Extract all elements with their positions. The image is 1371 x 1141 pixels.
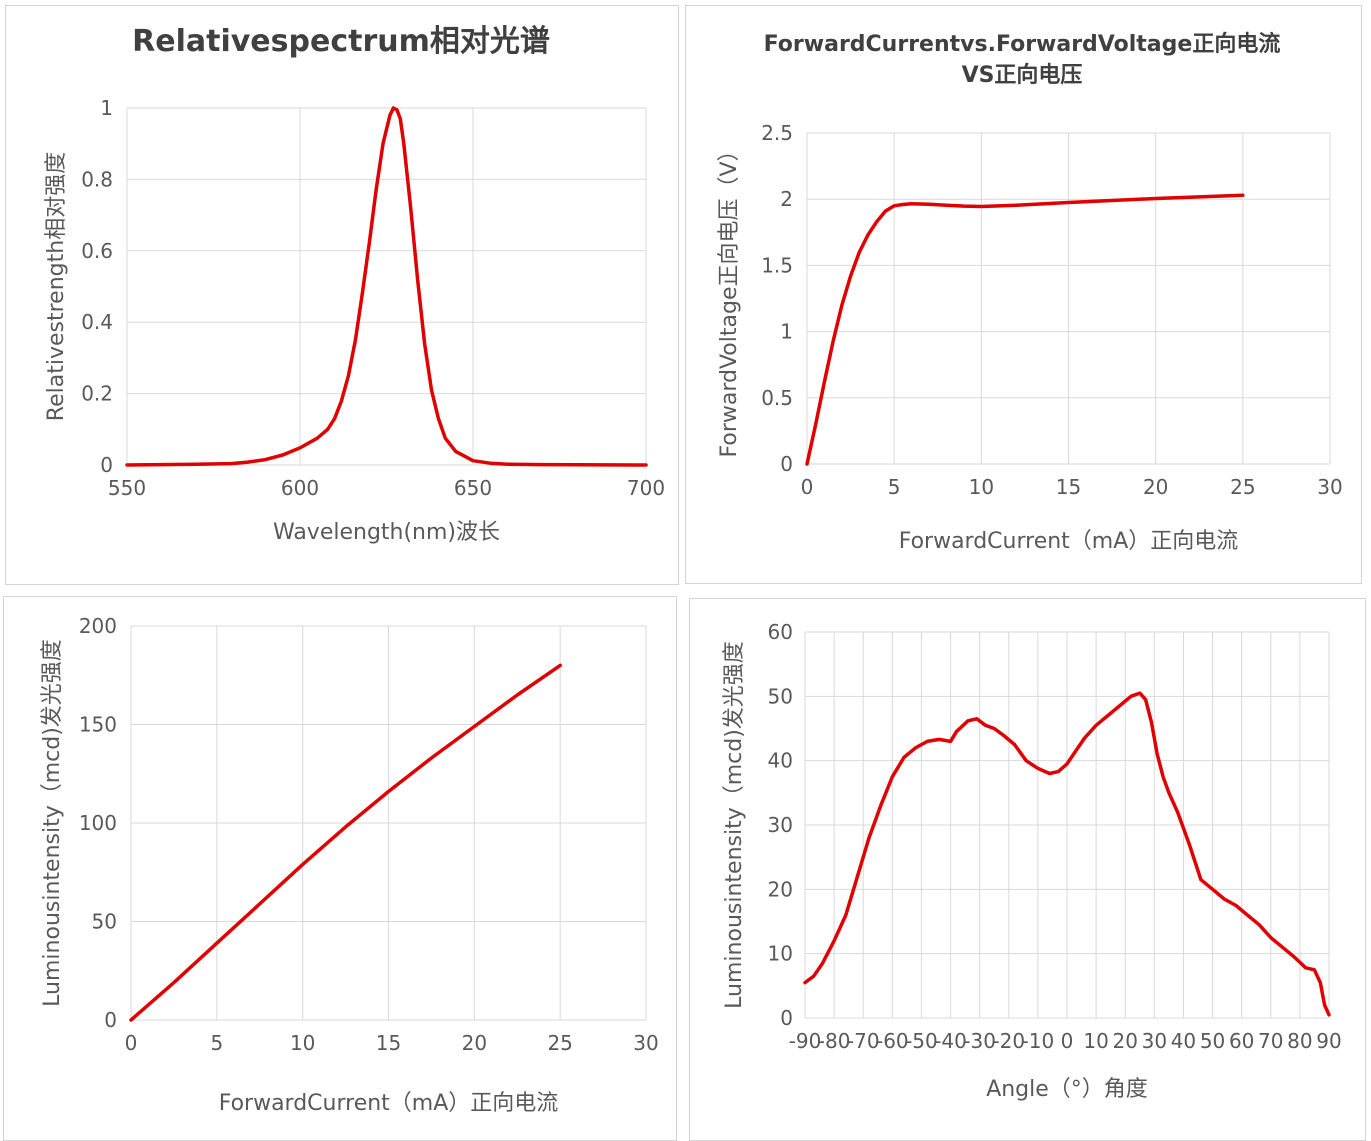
x-tick-label: 10 [289, 1031, 314, 1055]
chart-title: Relativespectrum相对光谱 [132, 24, 550, 59]
x-tick-label: -70 [846, 1029, 879, 1053]
x-tick-label: 30 [1317, 475, 1342, 499]
x-tick-label: 5 [887, 475, 900, 499]
x-tick-label: 5 [210, 1031, 223, 1055]
grid-lines [130, 625, 646, 1020]
x-tick-label: -50 [905, 1029, 938, 1053]
series-line [124, 105, 648, 467]
y-tick-label: 2 [780, 187, 793, 211]
y-tick-label: 10 [767, 941, 792, 965]
y-tick-label: 0.2 [81, 381, 113, 405]
y-tick-label: 1 [780, 319, 793, 343]
y-axis-label: Relativestrength相对强度 [44, 151, 69, 420]
voltage-chart-panel: ForwardCurrentvs.ForwardVoltage正向电流 VS正向电… [685, 5, 1362, 584]
x-tick-label: -10 [1021, 1029, 1054, 1053]
y-tick-label: 0 [780, 452, 793, 476]
x-tick-label: 15 [1055, 475, 1080, 499]
x-tick-label: -30 [963, 1029, 996, 1053]
x-tick-label: 10 [1083, 1029, 1108, 1053]
y-tick-label: 0.6 [81, 238, 113, 262]
y-tick-label: 0.5 [761, 385, 793, 409]
chart-title: ForwardCurrentvs.ForwardVoltage正向电流 [763, 31, 1280, 57]
x-tick-label: -80 [817, 1029, 850, 1053]
x-tick-label: 10 [968, 475, 993, 499]
y-axis-label: Luminousintensity（mcd)发光强度 [722, 641, 747, 1009]
series-line [802, 690, 1331, 1017]
spectrum-chart-panel: Relativespectrum相对光谱 550 600 650 700 0 0.2 0.4 0… [5, 5, 679, 585]
angle-chart: -90-80-70-60-50-40-30-20-10 0 10 20 30 40 50 60… [722, 620, 1342, 1102]
x-tick-label: 30 [1141, 1029, 1166, 1053]
y-axis-label: Luminousintensity（mcd)发光强度 [40, 639, 65, 1007]
y-tick-label: 150 [78, 712, 116, 736]
x-axis-label: ForwardCurrent（mA）正向电流 [898, 529, 1238, 554]
voltage-chart: ForwardCurrentvs.ForwardVoltage正向电流 VS正向电… [717, 31, 1343, 554]
y-tick-label: 0 [100, 453, 113, 477]
x-tick-label: -40 [934, 1029, 967, 1053]
x-tick-label: 30 [633, 1031, 658, 1055]
x-tick-label: 600 [280, 476, 318, 500]
y-tick-label: 50 [767, 684, 792, 708]
x-tick-label: -20 [992, 1029, 1025, 1053]
y-tick-label: 100 [78, 811, 116, 835]
y-axis-label: ForwardVoltage正向电压（V） [717, 139, 742, 457]
x-axis-label: Angle（°）角度 [986, 1077, 1148, 1102]
series-line [128, 663, 562, 1022]
x-tick-label: 40 [1170, 1029, 1195, 1053]
x-axis-label: Wavelength(nm)波长 [272, 520, 499, 545]
x-tick-label: 20 [461, 1031, 486, 1055]
series-line [804, 192, 1245, 466]
x-tick-label: 25 [1230, 475, 1255, 499]
x-tick-label: 20 [1142, 475, 1167, 499]
angle-chart-panel: -90 -80 -70 -60 -50 -40 -30 -20 -10 0 10 20 30 40 50 60… [689, 598, 1366, 1141]
y-tick-label: 1 [100, 96, 113, 120]
x-tick-label: 60 [1228, 1029, 1253, 1053]
x-tick-label: 700 [626, 476, 664, 500]
intensity-current-chart-panel: 0 5 10 15 20 25 30 0 50 100 150 200 ForwardCurrent（m… [3, 596, 677, 1141]
x-tick-label: 80 [1287, 1029, 1312, 1053]
y-tick-label: 0 [780, 1006, 793, 1030]
y-tick-label: 0.8 [81, 167, 113, 191]
y-tick-label: 0.4 [81, 310, 113, 334]
x-tick-label: 15 [375, 1031, 400, 1055]
x-tick-label: 0 [800, 475, 813, 499]
spectrum-chart: Relativespectrum相对光谱 550 600 650 700 0 0.2 0.4 0… [44, 24, 665, 545]
x-tick-label: 90 [1316, 1029, 1341, 1053]
chart-title: VS正向电压 [961, 62, 1082, 88]
x-tick-label: 650 [453, 476, 491, 500]
x-tick-label: 0 [124, 1031, 137, 1055]
x-axis-label: ForwardCurrent（mA）正向电流 [218, 1091, 558, 1116]
y-tick-label: 50 [91, 909, 116, 933]
grid-lines [804, 631, 1329, 1018]
y-tick-label: 2.5 [761, 121, 793, 145]
y-tick-label: 60 [767, 620, 792, 644]
x-tick-label: 70 [1258, 1029, 1283, 1053]
x-tick-label: 550 [107, 476, 145, 500]
grid-lines [126, 107, 646, 465]
x-tick-label: -90 [788, 1029, 821, 1053]
y-tick-label: 0 [104, 1008, 117, 1032]
x-tick-label: 25 [547, 1031, 572, 1055]
y-tick-label: 30 [767, 813, 792, 837]
y-tick-label: 20 [767, 877, 792, 901]
y-tick-label: 200 [78, 614, 116, 638]
x-tick-label: -60 [875, 1029, 908, 1053]
y-tick-label: 1.5 [761, 253, 793, 277]
y-tick-label: 40 [767, 748, 792, 772]
grid-lines [806, 132, 1330, 464]
x-tick-label: 20 [1112, 1029, 1137, 1053]
intensity-current-chart: 0 5 10 15 20 25 30 0 50 100 150 200 ForwardCurrent（m… [40, 614, 659, 1116]
x-tick-label: 50 [1199, 1029, 1224, 1053]
x-tick-label: 0 [1060, 1029, 1073, 1053]
